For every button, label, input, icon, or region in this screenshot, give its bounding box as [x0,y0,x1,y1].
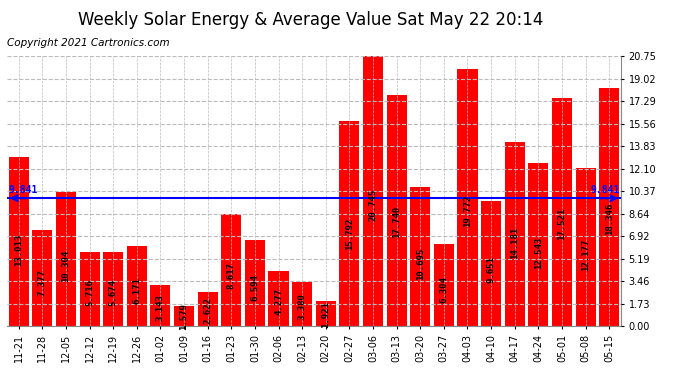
Bar [268,271,288,326]
Bar [599,87,619,326]
Bar [32,230,52,326]
Text: 17.521: 17.521 [558,207,566,240]
Text: 7.377: 7.377 [38,270,47,297]
Bar [197,292,218,326]
Text: 5.716: 5.716 [85,279,94,306]
Text: 9.841: 9.841 [591,185,620,195]
Bar [245,240,265,326]
Text: 3.143: 3.143 [156,294,165,321]
Text: 20.745: 20.745 [368,189,377,221]
Bar [552,98,572,326]
Bar [504,142,525,326]
Text: 12.543: 12.543 [534,237,543,269]
Text: 8.617: 8.617 [227,262,236,289]
Bar [434,244,454,326]
Bar [292,282,312,326]
Bar [386,95,406,326]
Text: 6.594: 6.594 [250,274,259,301]
Bar [339,121,359,326]
Bar [457,69,477,326]
Text: 1.579: 1.579 [179,304,188,330]
Text: Copyright 2021 Cartronics.com: Copyright 2021 Cartronics.com [7,38,170,48]
Bar [529,163,549,326]
Bar [103,252,124,326]
Text: 15.792: 15.792 [345,217,354,250]
Text: 6.304: 6.304 [440,276,449,303]
Text: Weekly Solar Energy & Average Value Sat May 22 20:14: Weekly Solar Energy & Average Value Sat … [78,11,543,29]
Text: 10.304: 10.304 [61,250,70,282]
Bar [174,306,194,326]
Bar [9,157,29,326]
Text: 2.622: 2.622 [203,297,212,324]
Text: 1.921: 1.921 [322,302,331,328]
Bar [56,192,76,326]
Bar [363,56,383,326]
Text: 6.171: 6.171 [132,277,141,303]
Bar [221,214,242,326]
Text: 9.651: 9.651 [486,256,495,283]
Text: 17.740: 17.740 [392,206,401,238]
Text: 10.695: 10.695 [416,248,425,280]
Text: 18.346: 18.346 [604,203,613,235]
Bar [316,301,336,326]
Bar [481,201,501,326]
Text: 3.380: 3.380 [297,293,306,320]
Text: 13.013: 13.013 [14,234,23,266]
Text: 5.674: 5.674 [109,280,118,306]
Bar [575,168,595,326]
Bar [127,246,147,326]
Bar [150,285,170,326]
Text: 14.181: 14.181 [510,227,519,260]
Text: 4.277: 4.277 [274,288,283,315]
Text: 12.177: 12.177 [581,239,590,271]
Bar [410,187,431,326]
Bar [79,252,99,326]
Text: 19.772: 19.772 [463,194,472,226]
Text: 9.841: 9.841 [8,185,37,195]
